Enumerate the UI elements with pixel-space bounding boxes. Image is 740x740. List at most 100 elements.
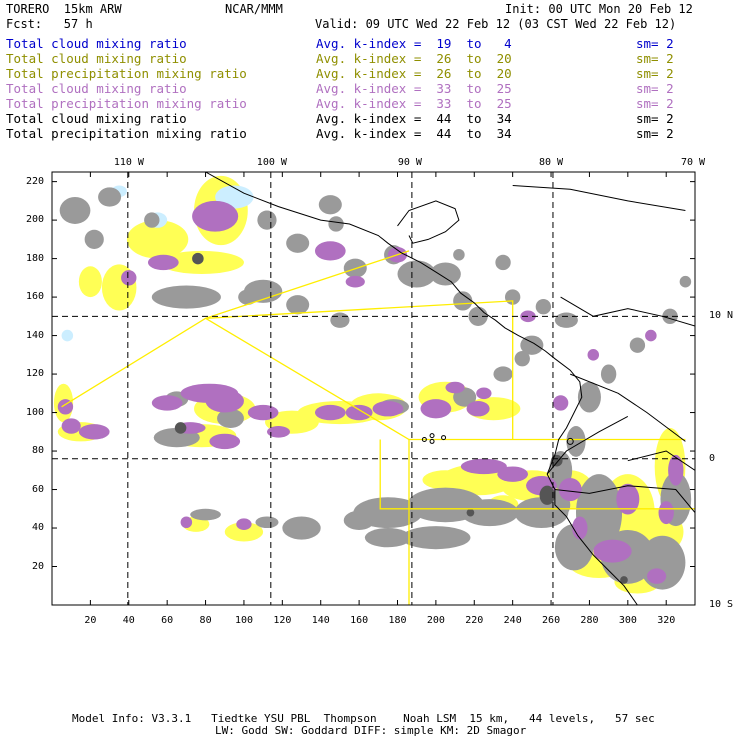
purple-field (121, 270, 137, 286)
model-info-line1: Model Info: V3.3.1 Tiedtke YSU PBL Thomp… (72, 712, 655, 725)
y-tick-label: 100 (26, 406, 45, 418)
legend-field: Total precipitation mixing ratio (6, 66, 247, 81)
purple-field (314, 404, 346, 421)
gray-field (217, 408, 244, 428)
longitude-label: 70 W (681, 157, 706, 168)
purple-field (460, 458, 507, 475)
legend-field: Total precipitation mixing ratio (6, 96, 247, 111)
longitude-label: 90 W (397, 157, 422, 168)
gray-field (577, 381, 601, 413)
gray-field (566, 426, 586, 457)
dark-core (174, 422, 187, 434)
dark-core (466, 508, 475, 517)
y-tick-label: 200 (26, 214, 45, 226)
gray-field (453, 248, 465, 261)
gray-field (255, 516, 279, 529)
legend-field: Total precipitation mixing ratio (6, 126, 247, 141)
x-tick-label: 120 (273, 615, 292, 626)
coastline (205, 172, 638, 605)
purple-field (78, 424, 110, 440)
purple-field (209, 433, 241, 450)
purple-field (314, 241, 346, 261)
x-tick-label: 220 (465, 615, 484, 626)
island (429, 433, 435, 439)
model-info-line2: LW: Godd SW: Goddard DIFF: simple KM: 2D… (215, 724, 527, 737)
coastline (570, 373, 686, 442)
longitude-label: 80 W (538, 157, 564, 168)
purple-field (658, 501, 674, 525)
yellow-field (78, 266, 102, 298)
gray-field (257, 210, 277, 230)
yellow-field (126, 220, 189, 259)
gray-field (144, 212, 160, 228)
valid-time: Valid: 09 UTC Wed 22 Feb 12 (03 CST Wed … (315, 17, 677, 31)
purple-field (345, 404, 373, 421)
purple-field (180, 516, 193, 529)
x-tick-label: 240 (503, 615, 522, 626)
purple-field (151, 395, 183, 411)
gray-field (151, 285, 221, 309)
center-label: NCAR/MMM (225, 2, 283, 16)
legend-sm: sm= 2 (636, 126, 674, 141)
plot-frame (51, 171, 696, 606)
x-tick-label: 260 (542, 615, 561, 626)
purple-field (593, 539, 632, 563)
y-tick-label: 80 (32, 445, 45, 457)
purple-field (476, 387, 492, 400)
gray-field (629, 337, 646, 353)
y-tick-label: 120 (26, 368, 45, 380)
legend-stat: Avg. k-index = 44 to 34 (316, 111, 512, 126)
gray-field (98, 187, 122, 207)
legend-sm: sm= 2 (636, 36, 674, 51)
x-tick-label: 140 (311, 615, 330, 626)
legend-field: Total cloud mixing ratio (6, 36, 187, 51)
purple-field (420, 399, 452, 419)
coastline (512, 185, 686, 211)
map-layers (52, 172, 695, 605)
legend-field: Total cloud mixing ratio (6, 51, 187, 66)
legend-sm: sm= 2 (636, 96, 674, 111)
gray-field (430, 262, 461, 286)
gray-field (328, 216, 344, 232)
gray-field (282, 516, 321, 540)
purple-field (645, 329, 657, 342)
gray-field (520, 335, 544, 355)
gray-field (460, 499, 519, 527)
gray-field (238, 289, 258, 305)
gray-field (343, 510, 375, 530)
legend-sm: sm= 2 (636, 111, 674, 126)
purple-field (466, 401, 490, 417)
gray-field (286, 295, 310, 315)
purple-field (147, 254, 179, 271)
y-tick-label: 180 (26, 252, 45, 264)
island (421, 436, 427, 442)
x-tick-label: 40 (122, 615, 135, 626)
purple-field (616, 483, 640, 515)
gray-field (364, 528, 411, 548)
x-tick-label: 60 (161, 615, 174, 626)
y-tick-label: 140 (26, 329, 45, 341)
legend-field: Total cloud mixing ratio (6, 111, 187, 126)
longitude-label: 100 W (256, 157, 287, 168)
gray-field (554, 312, 578, 328)
purple-field (61, 418, 81, 434)
gray-field (318, 195, 342, 215)
y-tick-label: 60 (32, 483, 45, 495)
purple-field (552, 395, 569, 411)
island (441, 435, 447, 441)
coastline (554, 485, 695, 513)
gray-field (535, 299, 552, 315)
gray-field (453, 291, 473, 311)
x-tick-label: 180 (388, 615, 407, 626)
region-box-line (205, 300, 514, 440)
purple-field (558, 477, 582, 502)
legend-sm: sm= 2 (636, 66, 674, 81)
gray-field (401, 526, 471, 550)
x-tick-label: 200 (426, 615, 445, 626)
yellow-field (422, 470, 469, 490)
legend-stat: Avg. k-index = 26 to 20 (316, 66, 512, 81)
legend-field: Total cloud mixing ratio (6, 81, 187, 96)
model-title: TORERO 15km ARW (6, 2, 122, 16)
dark-core (620, 576, 628, 584)
purple-field (497, 466, 529, 482)
